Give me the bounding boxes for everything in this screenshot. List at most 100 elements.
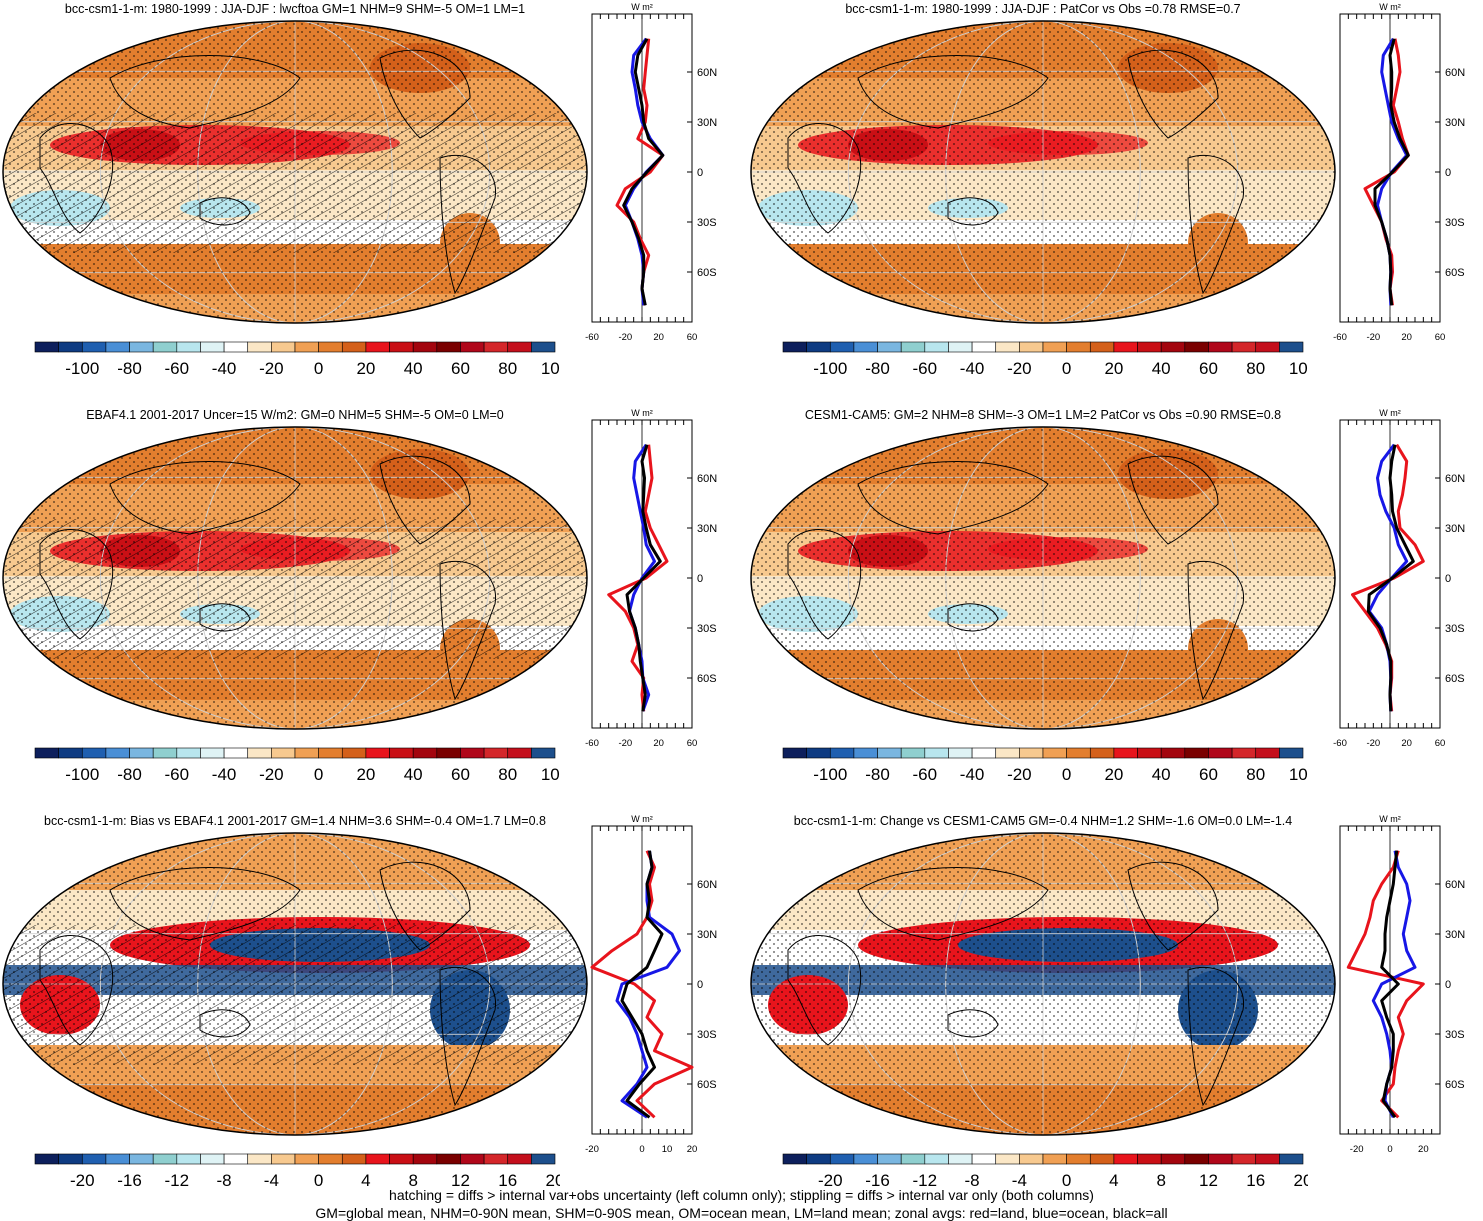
colorbar-label: 60: [451, 765, 470, 783]
colorbar-swatch: [1160, 1153, 1186, 1165]
coast-north-america: [379, 861, 471, 951]
profile-x-tick-label: -20: [618, 332, 632, 343]
coast-south-america: [439, 154, 496, 295]
colorbar-swatch: [1019, 1153, 1044, 1165]
zonal-profile: W m² -60 -20 20 60 60N 30N 0 30S 60S: [585, 408, 717, 749]
profile-unit-label: W m²: [631, 814, 653, 824]
colorbar-swatch: [176, 341, 201, 353]
colorbar-label: 8: [408, 1171, 417, 1189]
profile-y-tick-label: 30S: [697, 623, 717, 635]
profile-line-land: [1346, 850, 1425, 1119]
colorbar-swatch: [152, 747, 178, 759]
colorbar-label: 12: [1199, 1171, 1218, 1189]
profile-x-tick-label: 60: [1435, 738, 1446, 749]
colorbar-swatch: [507, 1153, 532, 1165]
profile-y-tick-label: 60S: [697, 673, 717, 685]
colorbar-swatch: [412, 1153, 438, 1165]
colorbar-swatch: [200, 747, 225, 759]
colorbar-swatch: [900, 341, 926, 353]
colorbar-swatch: [1184, 1153, 1209, 1165]
profile-line-ocean: [1367, 443, 1409, 712]
colorbar-swatch: [294, 747, 319, 759]
profile-y-tick-label: 30N: [1445, 929, 1465, 941]
profile-line-land: [1363, 38, 1410, 306]
profile-x-tick-label: 20: [1401, 332, 1412, 343]
colorbar-swatch: [1137, 1153, 1162, 1165]
panel-5: bcc-csm1-1-m: Change vs CESM1-CAM5 GM=-0…: [748, 812, 1483, 1217]
colorbar-label: -80: [117, 765, 142, 783]
colorbar-label: -100: [813, 765, 847, 783]
coast-africa: [787, 529, 862, 640]
profile-line-all: [1366, 444, 1415, 712]
colorbar-swatch: [58, 1153, 83, 1165]
colorbar-swatch: [1255, 341, 1280, 353]
colorbar-swatch: [1113, 747, 1138, 759]
profile-y-tick-label: 30N: [697, 117, 717, 129]
colorbar: -100 -80 -60 -40 -20 0 20 40 60 80 100: [34, 747, 560, 783]
colorbar: -20 -16 -12 -8 -4 0 4 8 12 16 20: [34, 1153, 560, 1189]
colorbar-swatch: [1066, 747, 1091, 759]
coast-south-america: [439, 966, 496, 1107]
colorbar-swatch: [1089, 747, 1115, 759]
colorbar-swatch: [1113, 341, 1138, 353]
coast-south-america: [1187, 154, 1244, 295]
profile-y-tick-label: 60S: [1445, 267, 1465, 279]
coast-south-america: [1187, 560, 1244, 701]
colorbar: -20 -16 -12 -8 -4 0 4 8 12 16 20: [782, 1153, 1308, 1189]
colorbar-label: 16: [1246, 1171, 1265, 1189]
colorbar-swatch: [1042, 341, 1067, 353]
colorbar-label: 60: [1199, 359, 1218, 377]
coast-australia: [947, 603, 999, 632]
profile-line-all: [1373, 38, 1410, 306]
colorbar-swatch: [531, 1153, 556, 1165]
zonal-profile: W m² -60 -20 20 60 60N 30N 0 30S 60S: [1333, 2, 1465, 343]
colorbar-label: 100: [1289, 765, 1308, 783]
profile-x-tick-label: -60: [1333, 332, 1347, 343]
colorbar-swatch: [1160, 341, 1186, 353]
colorbar-label: -60: [165, 359, 190, 377]
coast-australia: [947, 197, 999, 226]
colorbar-swatch: [1231, 747, 1257, 759]
colorbar-swatch: [531, 747, 556, 759]
colorbar-swatch: [1066, 341, 1091, 353]
panel-1: bcc-csm1-1-m: 1980-1999 : JJA-DJF : PatC…: [748, 0, 1483, 405]
colorbar-swatch: [1113, 1153, 1138, 1165]
profile-y-tick-label: 0: [697, 573, 703, 585]
colorbar-swatch: [1231, 1153, 1257, 1165]
colorbar-swatch: [806, 747, 831, 759]
profile-y-tick-label: 60N: [697, 67, 717, 79]
colorbar-label: 20: [356, 359, 375, 377]
colorbar-swatch: [271, 341, 296, 353]
colorbar-swatch: [1279, 747, 1304, 759]
colorbar-swatch: [34, 341, 59, 353]
coast-africa: [39, 935, 114, 1046]
colorbar-swatch: [1042, 747, 1067, 759]
colorbar-swatch: [318, 1153, 343, 1165]
panel-0: bcc-csm1-1-m: 1980-1999 : JJA-DJF : lwcf…: [0, 0, 740, 405]
colorbar-label: 80: [1246, 765, 1265, 783]
map-field: [3, 427, 587, 729]
colorbar-swatch: [829, 1153, 855, 1165]
colorbar-label: -20: [70, 1171, 95, 1189]
profile-x-tick-label: -20: [1366, 332, 1380, 343]
colorbar-swatch: [436, 1153, 461, 1165]
colorbar-swatch: [318, 341, 343, 353]
colorbar-label: -40: [960, 765, 985, 783]
profile-y-tick-label: 30S: [1445, 1029, 1465, 1041]
colorbar-swatch: [900, 1153, 926, 1165]
colorbar: -100 -80 -60 -40 -20 0 20 40 60 80 100: [782, 341, 1308, 377]
profile-y-tick-label: 30N: [697, 929, 717, 941]
map: [2, 426, 588, 730]
colorbar-swatch: [782, 341, 807, 353]
profile-x-tick-label: -20: [585, 1144, 599, 1155]
profile-x-tick-label: 0: [1387, 1144, 1392, 1155]
colorbar-swatch: [948, 341, 973, 353]
colorbar-swatch: [294, 341, 319, 353]
coast-eurasia: [109, 55, 301, 129]
colorbar-label: -16: [117, 1171, 142, 1189]
colorbar-label: 40: [404, 765, 423, 783]
colorbar-label: 80: [498, 765, 517, 783]
colorbar-label: -4: [1012, 1171, 1027, 1189]
zonal-profile: W m² -60 -20 20 60 60N 30N 0 30S 60S: [585, 2, 717, 343]
colorbar-swatch: [1231, 341, 1257, 353]
